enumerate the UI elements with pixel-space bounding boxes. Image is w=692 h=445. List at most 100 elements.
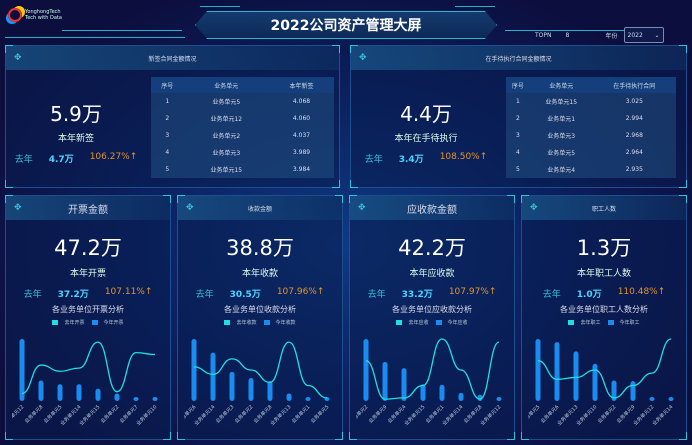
card-2: ✥ 应收款金额 42.2万 本年应收款 去年 33.2万 107.97%↑ 各业务单位…	[349, 195, 515, 440]
bar-业务单元3[interactable]	[229, 371, 235, 401]
bar-业务单元7[interactable]	[133, 397, 139, 401]
line-去年开票[interactable]	[21, 341, 156, 395]
kpi-value: 1.3万	[576, 236, 632, 260]
corner-decoration	[332, 45, 340, 53]
bar-业务单元6[interactable]	[191, 339, 197, 401]
table-row[interactable]: 3 业务单元2 4.037	[151, 127, 334, 144]
legend-this-year[interactable]: 今年开票	[103, 320, 124, 326]
bar-业务单元12[interactable]	[19, 339, 25, 401]
last-year-label: 去年	[364, 155, 383, 165]
last-year-label: 去年	[23, 290, 42, 300]
year-label: 年份	[605, 32, 618, 40]
legend-swatch-this-year	[91, 320, 98, 325]
table-row[interactable]: 1 业务单元15 3.025	[506, 93, 676, 110]
legend-this-year[interactable]: 今年收款	[275, 320, 296, 326]
bar-业务单元9[interactable]	[382, 361, 388, 401]
bar-业务单元2[interactable]	[248, 378, 254, 401]
logo-icon	[8, 8, 22, 22]
card-title: 收款金额	[247, 205, 272, 213]
bar-业务单元2[interactable]	[611, 380, 617, 401]
card-3: ✥ 职工人数 1.3万 本年职工人数 去年 1.0万 110.48%↑ 各业务单位职工…	[521, 195, 687, 440]
legend-last-year[interactable]: 去年收款	[236, 320, 257, 326]
table-row[interactable]: 5 业务单元4 2.935	[506, 161, 676, 178]
table-row[interactable]: 3 业务单元3 2.968	[506, 127, 676, 144]
bar-业务单元2[interactable]	[363, 339, 369, 401]
corner-decoration	[679, 432, 687, 440]
logo: YonghongTech Tech with Data	[8, 8, 62, 22]
kpi-label: 本年应收款	[409, 269, 455, 279]
kpi-value: 4.4万	[400, 102, 452, 126]
bar-业务单元14[interactable]	[668, 397, 674, 401]
chart-title: 各业务单位开票分析	[52, 305, 124, 314]
crosshair-icon: ✥	[14, 203, 22, 213]
table-row[interactable]: 5 业务单元15 3.984	[151, 161, 334, 178]
table-row[interactable]: 4 业务单元3 3.989	[151, 144, 334, 161]
topn-label: TOPN	[535, 31, 552, 39]
combo-chart: 业务单元2业务单元9业务单元4业务单元15业务单元1业务单元14业务单元8业务单…	[356, 338, 502, 427]
card-0: ✥ 开票金额 47.2万 本年开票 去年 37.2万 107.11%↑ 各业务单位开票…	[5, 195, 171, 440]
table-row[interactable]: 1 业务单元5 4.068	[151, 93, 334, 110]
corner-decoration	[507, 432, 515, 440]
bar-业务单元10[interactable]	[152, 397, 158, 401]
table-cell: 2.964	[625, 149, 643, 156]
last-year-label: 去年	[195, 290, 214, 300]
table-cell: 4	[165, 149, 170, 156]
bar-业务单元13[interactable]	[573, 351, 579, 401]
bar-业务单元13[interactable]	[286, 393, 292, 401]
bar-业务单元8[interactable]	[38, 380, 44, 401]
bar-业务单元9[interactable]	[630, 381, 636, 401]
x-tick-label: 业务单元12	[12, 403, 25, 427]
corner-decoration	[5, 195, 13, 203]
crosshair-icon: ✥	[14, 53, 22, 63]
year-select[interactable]: 2022 ⌄	[623, 27, 664, 43]
topn-input[interactable]: 8	[565, 31, 570, 39]
corner-decoration	[349, 195, 357, 203]
legend-last-year[interactable]: 去年应收	[408, 320, 429, 326]
table-row[interactable]: 2 业务单元1 2.994	[506, 110, 676, 127]
table-cell: 3	[516, 132, 520, 139]
growth-rate: 107.97%↑	[448, 287, 497, 297]
bar-业务单元12[interactable]	[496, 397, 502, 401]
table-cell: 2.994	[625, 115, 643, 122]
corner-decoration	[679, 45, 687, 53]
last-year-value: 3.4万	[398, 155, 424, 165]
bar-业务单元5[interactable]	[535, 339, 541, 401]
bar-业务单元1[interactable]	[305, 397, 311, 401]
bar-业务单元10[interactable]	[592, 363, 598, 401]
legend-this-year[interactable]: 今年职工	[619, 320, 640, 326]
kpi-value: 47.2万	[54, 236, 122, 260]
bar-业务单元1[interactable]	[439, 384, 445, 401]
bar-业务单元6[interactable]	[554, 342, 560, 401]
bar-业务单元5[interactable]	[57, 384, 63, 401]
panel-title: 新签合同金额情况	[148, 55, 197, 63]
bar-业务单元14[interactable]	[210, 352, 216, 401]
table-cell: 4.037	[292, 132, 311, 139]
kpi-value: 5.9万	[50, 102, 102, 126]
bar-业务单元8[interactable]	[267, 381, 273, 401]
line-去年职工[interactable]	[537, 338, 672, 399]
bar-业务单元15[interactable]	[95, 388, 101, 401]
chart-title: 各业务单位应收款分析	[392, 305, 472, 314]
bar-业务单元12[interactable]	[649, 397, 655, 401]
table-row[interactable]: 2 业务单元12 4.060	[151, 110, 334, 127]
ranking-table: 序号 业务单元 在手待执行合同 1 业务单元15 3.025 2 业务单元1 2.994 3 业务单…	[506, 77, 676, 178]
legend-this-year[interactable]: 今年应收	[447, 320, 468, 326]
growth-rate: 108.50%↑	[439, 152, 488, 162]
corner-decoration	[163, 432, 171, 440]
table-row[interactable]: 4 业务单元5 2.964	[506, 144, 676, 161]
bar-业务单元14[interactable]	[76, 384, 82, 401]
table-cell: 2	[165, 115, 170, 122]
legend-last-year[interactable]: 去年开票	[64, 320, 85, 326]
bar-业务单元15[interactable]	[420, 384, 426, 401]
table-header: 在手待执行合同	[592, 77, 676, 93]
line-去年收款[interactable]	[193, 341, 328, 399]
legend-last-year[interactable]: 去年职工	[580, 320, 601, 326]
kpi-label: 本年开票	[69, 269, 106, 279]
bar-业务单元4[interactable]	[401, 368, 407, 401]
corner-decoration	[507, 195, 515, 203]
bar-业务单元14[interactable]	[458, 392, 464, 401]
line-去年应收[interactable]	[365, 338, 500, 400]
corner-decoration	[335, 432, 343, 440]
bar-业务单元2[interactable]	[114, 393, 120, 401]
growth-rate: 107.96%↑	[276, 287, 325, 297]
